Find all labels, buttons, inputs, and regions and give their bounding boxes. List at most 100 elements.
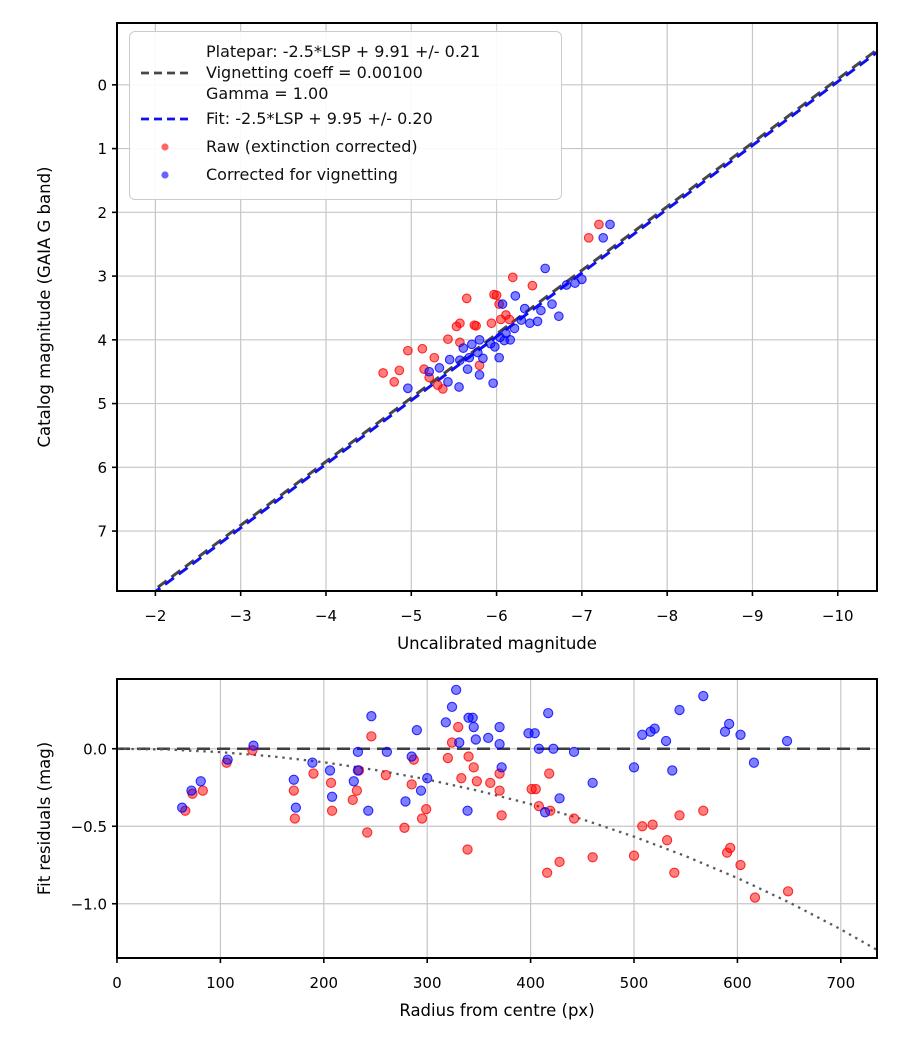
corrected-residuals-marker xyxy=(352,765,364,776)
corrected-residuals-marker xyxy=(248,740,259,751)
y-tick-label: 4 xyxy=(97,331,107,349)
corrected-points-marker xyxy=(485,338,496,349)
corrected-points-marker xyxy=(424,366,435,377)
raw-residuals-marker xyxy=(587,852,598,863)
raw-residuals-marker xyxy=(471,776,482,787)
x-tick-label: −4 xyxy=(315,607,337,625)
raw-points-marker xyxy=(451,321,462,332)
corrected-residuals-marker xyxy=(628,762,640,773)
corrected-residuals-marker xyxy=(494,721,505,733)
x-tick-label: 0 xyxy=(112,974,122,992)
corrected-points-marker xyxy=(474,334,485,345)
raw-points-marker xyxy=(389,377,400,387)
corrected-residuals-marker xyxy=(554,793,565,804)
platepar-dashed-line-sample xyxy=(141,71,189,74)
corrected-residuals xyxy=(176,684,793,818)
corrected-residuals-marker xyxy=(352,746,364,757)
corrected-points-marker xyxy=(455,355,465,366)
corrected-residuals-marker xyxy=(539,807,551,818)
corrected-points xyxy=(403,219,615,394)
raw-points-marker xyxy=(489,289,499,300)
corrected-residuals-marker xyxy=(446,701,458,713)
corrected-points-marker xyxy=(403,383,413,394)
raw-residuals-marker xyxy=(544,768,555,779)
corrected-residuals-marker xyxy=(324,765,336,776)
raw-residuals-marker xyxy=(289,813,301,824)
corrected-points-marker xyxy=(472,347,483,358)
raw-residuals-marker xyxy=(463,751,474,762)
corrected-residuals-marker xyxy=(288,774,299,785)
raw-points-marker xyxy=(394,365,405,376)
vignetting-model-curve xyxy=(117,747,877,951)
corrected-residuals-marker xyxy=(440,717,451,728)
raw-points-marker xyxy=(378,368,388,378)
raw-residuals-marker xyxy=(554,856,565,868)
raw-residuals-marker xyxy=(749,892,761,903)
y-tick-label: 7 xyxy=(97,523,107,541)
residuals-chart-xlabel: Radius from centre (px) xyxy=(399,1001,594,1020)
corrected-residuals-marker xyxy=(543,707,554,719)
raw-points-marker xyxy=(507,272,518,283)
corrected-residuals-marker xyxy=(411,725,423,736)
y-tick-label: 6 xyxy=(97,459,107,477)
y-tick-label: −1.0 xyxy=(71,895,107,913)
corrected-points-marker xyxy=(495,332,505,343)
corrected-residuals-marker xyxy=(195,776,206,787)
corrected-residuals-marker xyxy=(422,773,433,784)
corrected-points-marker xyxy=(536,305,546,316)
corrected-points-marker xyxy=(494,352,504,363)
raw-residuals-marker xyxy=(485,777,496,788)
raw-residuals-marker xyxy=(462,844,473,855)
corrected-residuals-marker xyxy=(290,802,302,813)
fit-dashed-line-sample xyxy=(141,117,189,121)
raw-residuals-marker xyxy=(308,768,319,779)
legend-platepar-label-line2: Vignetting coeff = 0.00100 xyxy=(206,63,423,82)
raw-residuals-marker xyxy=(628,850,640,861)
magnitude-fit-chart: −2 −3 −4 −5 −6 −7 −8 −9 −10 0 1 2 3 4 5 6 7 Uncalibrated … xyxy=(35,22,878,653)
corrected-points-marker xyxy=(519,303,530,314)
corrected-points-marker xyxy=(444,354,455,365)
raw-points-marker xyxy=(527,280,538,291)
corrected-residuals-marker xyxy=(470,734,481,745)
raw-points-marker xyxy=(461,293,472,304)
y-tick-label: 2 xyxy=(97,204,107,222)
x-tick-label: −8 xyxy=(656,607,678,625)
corrected-residuals-marker xyxy=(735,729,746,740)
raw-points-marker xyxy=(495,314,506,325)
corrected-residuals-marker xyxy=(674,704,685,716)
corrected-residuals-marker xyxy=(406,751,417,762)
corrected-residuals-marker xyxy=(363,805,374,816)
x-tick-label: 200 xyxy=(309,974,338,992)
raw-residuals-marker xyxy=(674,810,685,821)
residuals-chart: 0 100 200 300 400 500 600 700 0.0 −0.5 −1.0 Radius … xyxy=(35,678,878,1020)
legend-row-raw: Raw (extinction corrected) xyxy=(140,134,549,160)
x-tick-label: −9 xyxy=(741,607,763,625)
raw-residuals-marker xyxy=(325,777,337,788)
corrected-residuals-marker xyxy=(326,791,338,802)
corrected-points-marker xyxy=(553,311,564,322)
raw-residuals-marker xyxy=(453,721,464,733)
raw-residuals-marker xyxy=(735,859,746,871)
raw-points-marker xyxy=(594,219,604,230)
corrected-residuals-marker xyxy=(568,746,580,757)
corrected-residuals-marker xyxy=(222,754,233,765)
corrected-residuals-marker xyxy=(667,765,678,776)
corrected-residuals-marker xyxy=(415,785,427,796)
platepar-line xyxy=(150,48,877,591)
corrected-points-marker xyxy=(561,280,572,290)
raw-residuals-marker xyxy=(326,805,338,816)
raw-residuals-marker xyxy=(442,752,454,764)
raw-points xyxy=(378,219,604,394)
corrected-residuals-marker xyxy=(548,743,559,754)
corrected-residuals-marker xyxy=(366,711,377,722)
magnitude-fit-chart-ylabel: Catalog magnitude (GAIA G band) xyxy=(35,167,54,448)
raw-residuals-marker xyxy=(541,867,553,878)
raw-residuals-marker xyxy=(406,779,417,790)
x-tick-label: 600 xyxy=(723,974,752,992)
corrected-points-marker xyxy=(454,382,464,392)
residuals-chart-ylabel: Fit residuals (mag) xyxy=(35,742,54,895)
raw-residuals-marker xyxy=(637,821,648,832)
corrected-residuals-marker xyxy=(400,796,411,807)
raw-residuals-marker xyxy=(421,804,432,815)
legend-row-corrected: Corrected for vignetting xyxy=(140,162,549,188)
